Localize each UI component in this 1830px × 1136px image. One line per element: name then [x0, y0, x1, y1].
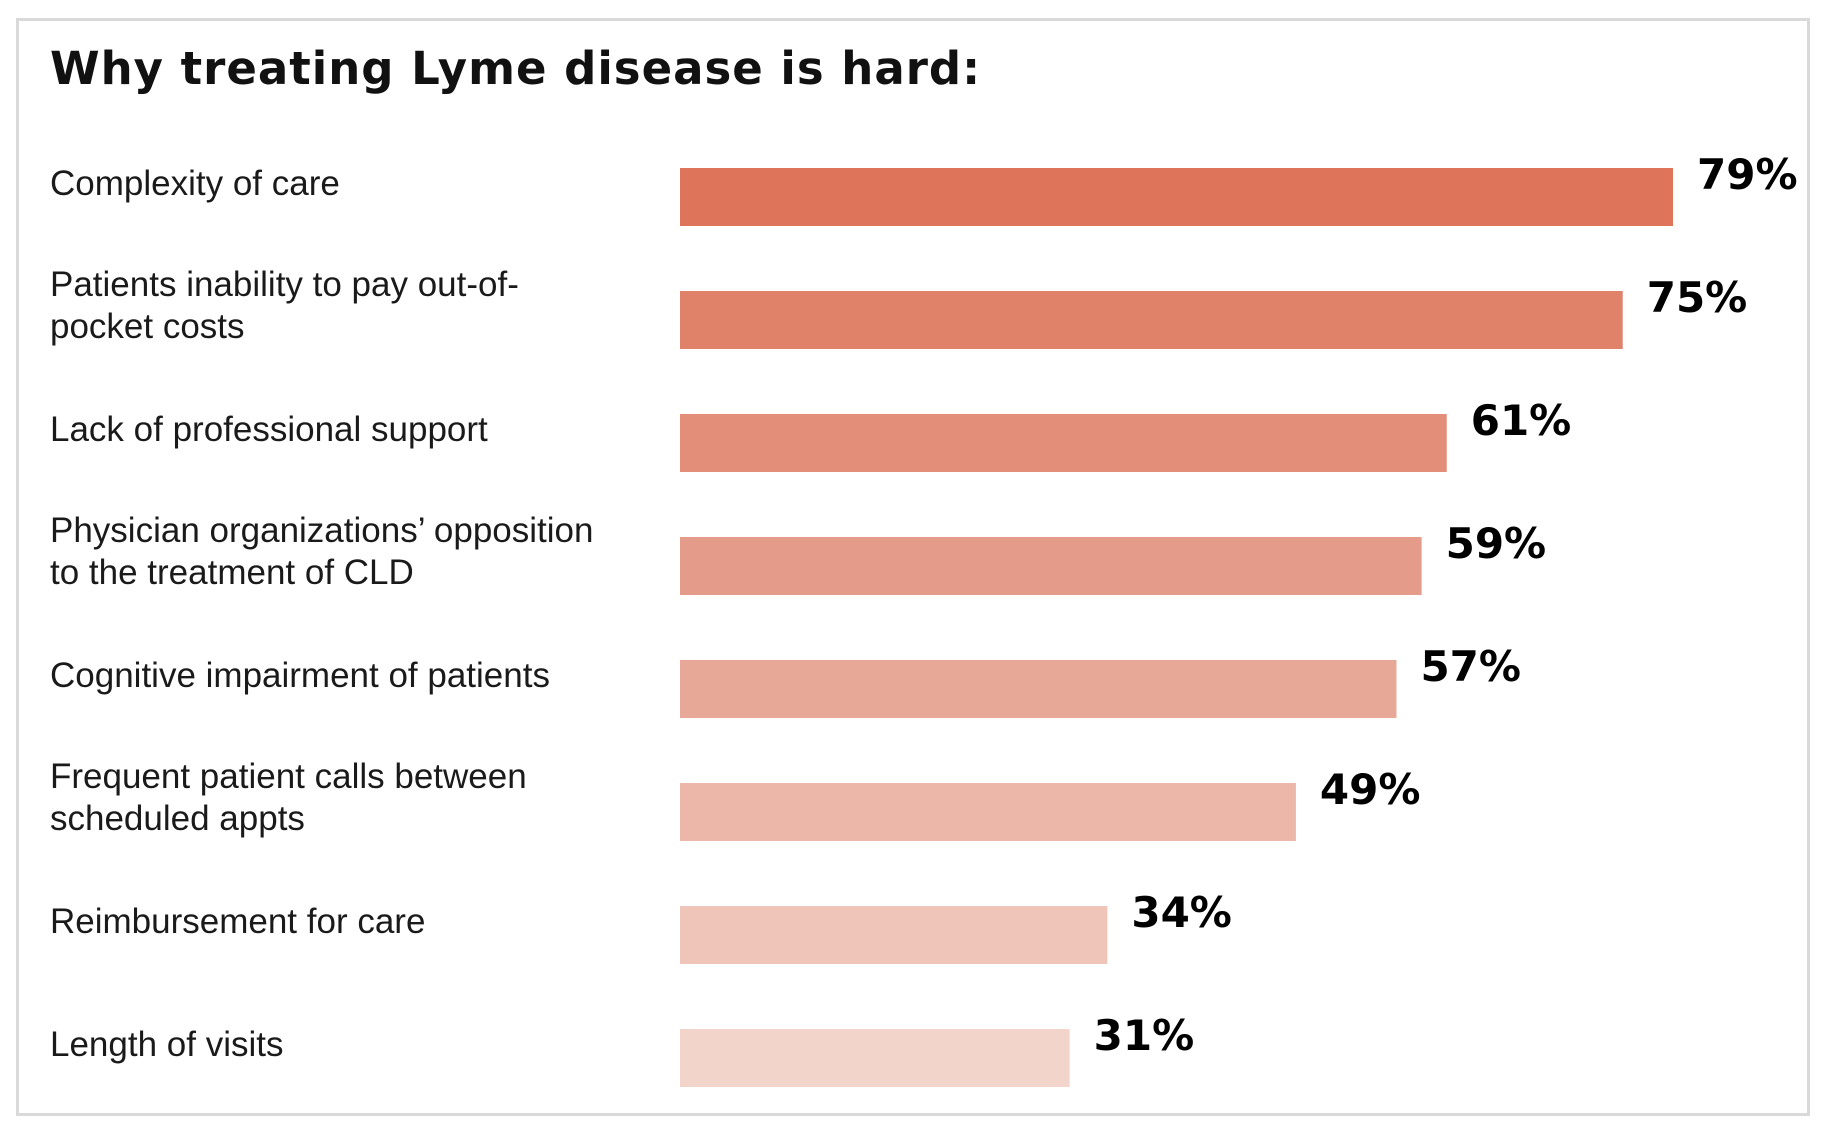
category-label-line: to the treatment of CLD [50, 553, 414, 592]
category-label-7: Reimbursement for care [50, 902, 425, 941]
category-label-line: Cognitive impairment of patients [50, 656, 550, 695]
bar-3 [680, 414, 1447, 472]
value-label-5: 57% [1420, 642, 1521, 691]
bar-1 [680, 168, 1673, 226]
category-label-5: Cognitive impairment of patients [50, 656, 550, 695]
category-label-6: Frequent patient calls between scheduled … [50, 757, 527, 838]
category-label-3: Lack of professional support [50, 410, 488, 449]
category-labels: Complexity of care Patients inability to … [50, 164, 593, 1064]
value-label-3: 61% [1471, 396, 1572, 445]
bar-7 [680, 906, 1108, 964]
value-label-1: 79% [1697, 150, 1798, 199]
category-label-2: Patients inability to pay out-of-pocket … [50, 265, 519, 346]
value-label-7: 34% [1131, 888, 1232, 937]
bar-8 [680, 1029, 1070, 1087]
bar-2 [680, 291, 1623, 349]
category-label-line: Length of visits [50, 1025, 283, 1064]
category-label-line: Patients inability to pay out-of- [50, 265, 519, 304]
value-label-2: 75% [1647, 273, 1748, 322]
bars [680, 168, 1673, 1087]
category-label-line: Complexity of care [50, 164, 340, 203]
category-label-8: Length of visits [50, 1025, 283, 1064]
bar-5 [680, 660, 1397, 718]
value-label-4: 59% [1446, 519, 1547, 568]
value-labels: 79% 75% 61% 59% 57% 49% 34% 31% [1094, 150, 1798, 1060]
bar-4 [680, 537, 1422, 595]
value-label-6: 49% [1320, 765, 1421, 814]
category-label-line: scheduled appts [50, 799, 305, 838]
category-label-line: Lack of professional support [50, 410, 488, 449]
category-label-line: pocket costs [50, 307, 245, 346]
category-label-line: Physician organizations’ opposition [50, 511, 593, 550]
bar-6 [680, 783, 1296, 841]
value-label-8: 31% [1094, 1011, 1195, 1060]
category-label-1: Complexity of care [50, 164, 340, 203]
category-label-line: Frequent patient calls between [50, 757, 527, 796]
chart-title: Why treating Lyme disease is hard: [50, 42, 982, 95]
category-label-4: Physician organizations’ opposition to th… [50, 511, 593, 592]
category-label-line: Reimbursement for care [50, 902, 425, 941]
